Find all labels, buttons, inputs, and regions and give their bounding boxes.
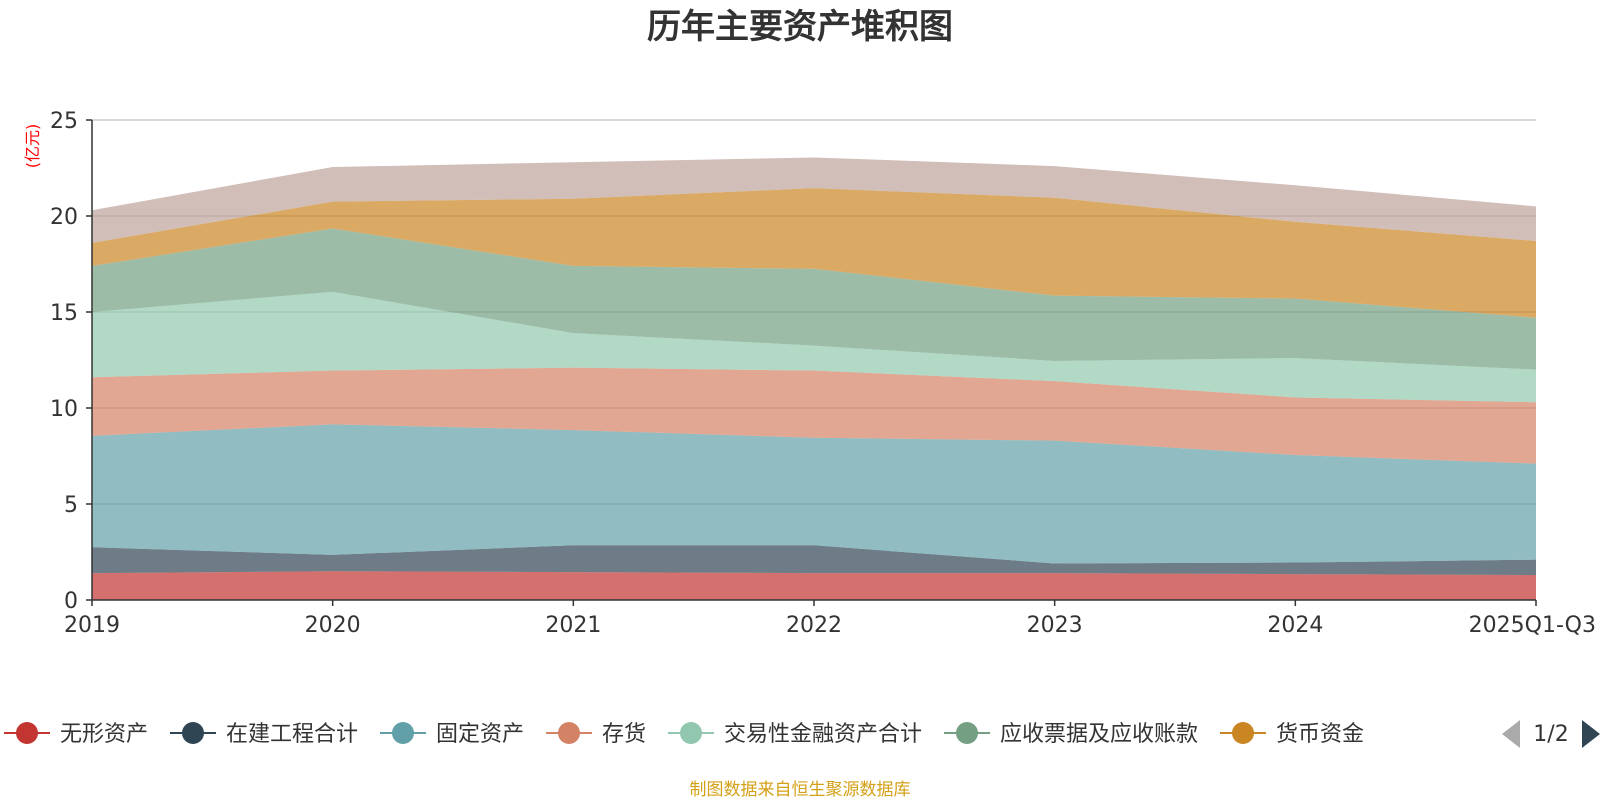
legend-marker	[392, 722, 414, 744]
legend-item-5[interactable]: 交易性金融资产合计	[668, 722, 922, 747]
legend-item-6[interactable]: 应收票据及应收账款	[944, 722, 1198, 747]
area-series-2[interactable]	[92, 545, 1536, 576]
axes: 0 5 10 15 20 25 2019 2020 2021 2022 2023 2024 2025Q1…	[50, 109, 1596, 638]
y-tick-label-10: 10	[50, 397, 78, 422]
legend-label: 无形资产	[60, 722, 148, 747]
legend-label: 货币资金	[1276, 722, 1364, 747]
y-tick-label-5: 5	[64, 493, 78, 518]
legend-item-4[interactable]: 存货	[546, 722, 646, 747]
x-tick-label-2022: 2022	[786, 613, 842, 638]
legend-marker	[558, 722, 580, 744]
prev-page-icon[interactable]	[1502, 720, 1520, 748]
x-tick-label-2025Q1-Q3: 2025Q1-Q3	[1469, 613, 1596, 638]
area-series-3[interactable]	[92, 424, 1536, 564]
area-series-1[interactable]	[92, 571, 1536, 600]
legend-marker	[16, 722, 38, 744]
area-series-4[interactable]	[92, 367, 1536, 464]
x-tick-label-2024: 2024	[1267, 613, 1323, 638]
x-tick-label-2019: 2019	[64, 613, 120, 638]
legend-marker	[956, 722, 978, 744]
legend-label: 存货	[602, 722, 646, 747]
x-tick-label-2020: 2020	[305, 613, 361, 638]
area-series-5[interactable]	[92, 291, 1536, 403]
area-series-6[interactable]	[92, 228, 1536, 370]
legend-marker	[1232, 722, 1254, 744]
legend-label: 在建工程合计	[226, 722, 358, 747]
x-tick-label-2023: 2023	[1027, 613, 1083, 638]
y-tick-label-0: 0	[64, 589, 78, 614]
y-tick-label-20: 20	[50, 205, 78, 230]
legend-marker	[182, 722, 204, 744]
x-tick-label-2021: 2021	[545, 613, 601, 638]
legend-page-indicator: 1/2	[1533, 722, 1568, 747]
legend-item-1[interactable]: 无形资产	[4, 722, 148, 747]
y-tick-label-15: 15	[50, 301, 78, 326]
area-series-8[interactable]	[92, 157, 1536, 243]
y-axis-unit-label: (亿元)	[23, 124, 42, 169]
legend-item-3[interactable]: 固定资产	[380, 722, 524, 747]
legend-label: 应收票据及应收账款	[1000, 722, 1198, 747]
chart-title: 历年主要资产堆积图	[647, 7, 953, 47]
next-page-icon[interactable]	[1582, 720, 1600, 748]
area-series-group	[92, 157, 1536, 600]
area-series-7[interactable]	[92, 188, 1536, 318]
legend-item-7[interactable]: 货币资金	[1220, 722, 1364, 747]
legend-pager[interactable]: 1/2	[1502, 720, 1600, 748]
source-note: 制图数据来自恒生聚源数据库	[690, 780, 911, 800]
legend-item-2[interactable]: 在建工程合计	[170, 722, 358, 747]
legend[interactable]: 无形资产 在建工程合计 固定资产 存货 交易性金融资产合计 应收票据及应收账款 货币资金 1/…	[4, 720, 1600, 748]
legend-label: 固定资产	[436, 722, 524, 747]
y-tick-label-25: 25	[50, 109, 78, 134]
legend-marker	[680, 722, 702, 744]
legend-label: 交易性金融资产合计	[724, 722, 922, 747]
